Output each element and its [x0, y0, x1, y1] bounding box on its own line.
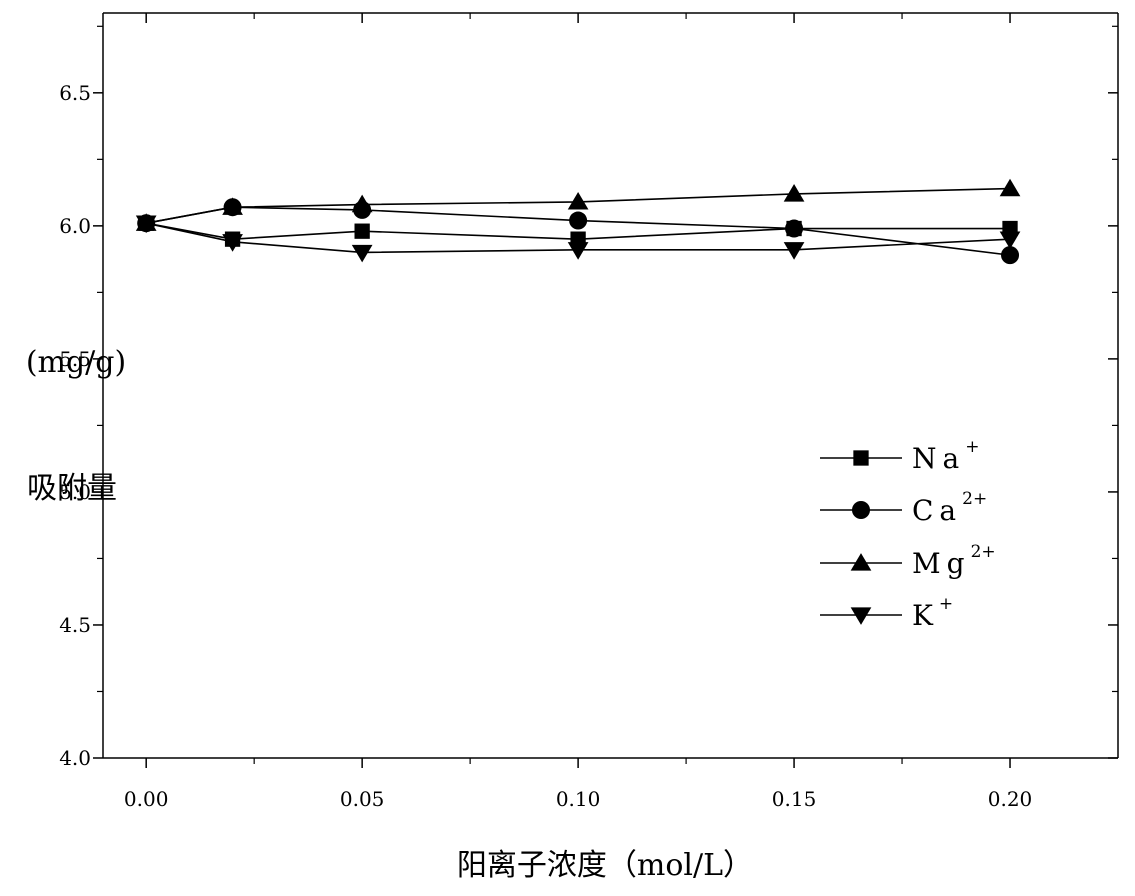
data-point	[569, 211, 588, 230]
data-point	[999, 178, 1021, 197]
y-axis-unit: (mg/g)	[26, 345, 126, 380]
series-line	[146, 222, 1011, 240]
legend-marker	[852, 501, 870, 519]
x-tick-label: 0.05	[340, 787, 385, 811]
y-tick-label: 5.0	[59, 480, 91, 504]
data-point	[783, 184, 805, 202]
data-point	[351, 244, 373, 263]
x-tick-label: 0.20	[988, 787, 1033, 811]
y-tick-label: 5.5	[59, 347, 91, 371]
legend-marker	[853, 450, 869, 466]
series-line	[146, 187, 1011, 224]
y-tick-label: 6.5	[59, 81, 91, 105]
data-point	[783, 242, 805, 260]
data-point	[567, 192, 589, 210]
data-point	[1001, 246, 1020, 265]
y-tick-label: 4.5	[59, 613, 91, 637]
legend-label: Ca2+	[912, 489, 987, 527]
data-point	[135, 215, 157, 234]
data-point	[222, 234, 243, 252]
series-triangle-up	[135, 178, 1021, 231]
x-tick-label: 0.15	[772, 787, 817, 811]
x-tick-label: 0.00	[124, 787, 169, 811]
x-tick-label: 0.10	[556, 787, 601, 811]
data-point	[999, 231, 1021, 250]
series-layer	[135, 178, 1021, 265]
legend-label: Na+	[912, 437, 979, 475]
data-point	[785, 219, 804, 238]
legend-label: Mg2+	[912, 542, 996, 580]
legend-label-superscript: 2+	[962, 489, 987, 509]
data-point	[222, 197, 243, 215]
series-line	[146, 222, 1011, 254]
legend-marker	[850, 553, 872, 571]
legend-marker	[850, 607, 872, 625]
legend-label: K+	[912, 594, 953, 632]
data-point	[567, 242, 589, 260]
y-axis-title: 吸附量	[27, 471, 117, 506]
legend-label-superscript: +	[965, 437, 979, 457]
legend-label-superscript: +	[939, 594, 953, 614]
series-triangle-down	[135, 215, 1021, 263]
data-point	[351, 194, 373, 213]
y-tick-label: 4.0	[59, 746, 91, 770]
x-axis-title: 阳离子浓度（mol/L）	[457, 848, 753, 883]
legend: Na+ Ca2+ Mg2+ K+	[820, 437, 996, 632]
legend-label-superscript: 2+	[971, 542, 996, 562]
data-point	[354, 223, 370, 239]
axes: 0.00 0.05 0.10 0.15 0.20 4.0 4.5 5.0 5.5 6.0 6.5	[59, 12, 1119, 811]
y-tick-label: 6.0	[59, 214, 91, 238]
